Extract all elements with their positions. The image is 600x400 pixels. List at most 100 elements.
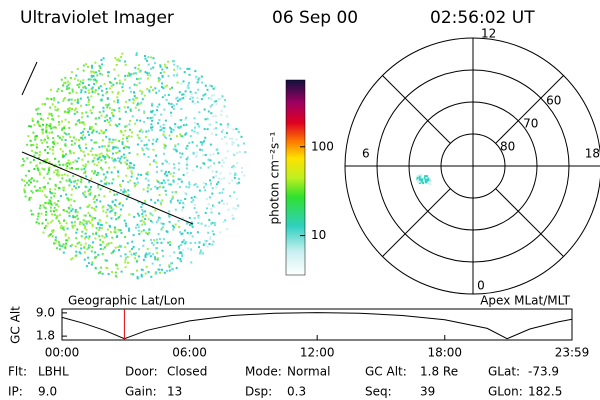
pixel — [104, 161, 107, 164]
pixel — [41, 190, 44, 193]
pixel — [205, 198, 208, 201]
pixel — [48, 166, 51, 169]
pixel — [215, 183, 218, 186]
pixel — [28, 179, 31, 182]
pixel — [141, 130, 144, 133]
pixel — [186, 160, 189, 163]
pixel — [161, 162, 164, 165]
pixel — [88, 180, 91, 183]
pixel — [52, 118, 55, 121]
pixel — [182, 206, 185, 209]
pixel — [93, 71, 96, 74]
pixel — [233, 191, 236, 194]
pixel — [108, 149, 111, 152]
pixel — [21, 158, 24, 160]
pixel — [45, 202, 48, 204]
pixel — [23, 188, 26, 191]
pixel — [44, 149, 47, 152]
pixel — [142, 229, 145, 232]
pixel — [236, 197, 239, 200]
pixel — [65, 163, 68, 166]
pixel — [184, 198, 187, 200]
pixel — [124, 74, 127, 77]
pixel — [129, 108, 132, 111]
pixel — [112, 138, 115, 141]
pixel — [106, 148, 109, 151]
pixel — [180, 180, 183, 183]
pixel — [116, 96, 119, 99]
info-value: LBHL — [38, 365, 69, 379]
terminator-line — [21, 151, 194, 225]
pixel — [175, 97, 178, 100]
pixel — [147, 271, 150, 273]
pixel — [95, 231, 98, 234]
pixel — [147, 129, 150, 132]
pixel — [26, 157, 29, 160]
pixel — [94, 171, 97, 174]
pixel — [51, 229, 53, 232]
pixel — [226, 228, 229, 231]
pixel — [111, 147, 114, 150]
pixel — [48, 177, 51, 180]
pixel — [169, 241, 172, 243]
pixel — [74, 209, 77, 211]
pixel — [110, 217, 113, 220]
pixel — [105, 259, 108, 262]
pixel — [157, 122, 160, 125]
pixel — [71, 243, 73, 246]
pixel — [119, 208, 122, 211]
pixel — [68, 126, 71, 129]
pixel — [173, 60, 176, 63]
pixel — [140, 101, 143, 104]
pixel — [128, 123, 131, 126]
pixel — [47, 117, 49, 120]
pixel — [83, 251, 86, 254]
pixel — [103, 246, 106, 249]
pixel — [36, 180, 39, 183]
pixel — [70, 209, 73, 212]
pixel — [203, 239, 206, 242]
pixel — [111, 182, 114, 185]
pixel — [117, 246, 120, 248]
pixel — [46, 135, 49, 138]
pixel — [83, 227, 86, 230]
polar-diagonal — [382, 75, 451, 144]
pixel — [31, 117, 34, 120]
pixel — [107, 204, 110, 207]
pixel — [42, 118, 45, 121]
pixel — [158, 264, 161, 267]
pixel — [103, 130, 106, 133]
pixel — [79, 80, 82, 83]
pixel — [167, 171, 170, 173]
pixel — [177, 178, 180, 181]
pixel — [104, 259, 107, 262]
pixel — [144, 223, 147, 226]
pixel — [185, 147, 188, 150]
pixel — [83, 246, 86, 249]
pixel — [84, 90, 87, 93]
pixel — [147, 184, 150, 187]
pixel — [186, 222, 188, 225]
pixel — [98, 153, 101, 156]
pixel — [217, 98, 220, 101]
pixel — [118, 160, 121, 163]
pixel — [50, 88, 52, 91]
pixel — [184, 133, 187, 136]
pixel — [71, 90, 74, 93]
pixel — [101, 168, 104, 171]
polar-diagonal — [495, 188, 564, 257]
pixel — [90, 126, 93, 129]
pixel — [57, 220, 60, 223]
pixel — [66, 111, 68, 114]
pixel — [137, 201, 140, 204]
pixel — [213, 100, 216, 103]
pixel — [154, 185, 157, 188]
pixel — [91, 261, 94, 264]
y-tick-label: 9.0 — [36, 305, 55, 319]
pixel — [111, 157, 114, 160]
pixel — [57, 101, 60, 104]
pixel — [39, 112, 42, 115]
pixel — [27, 170, 30, 173]
pixel — [99, 200, 102, 203]
pixel — [211, 221, 214, 224]
